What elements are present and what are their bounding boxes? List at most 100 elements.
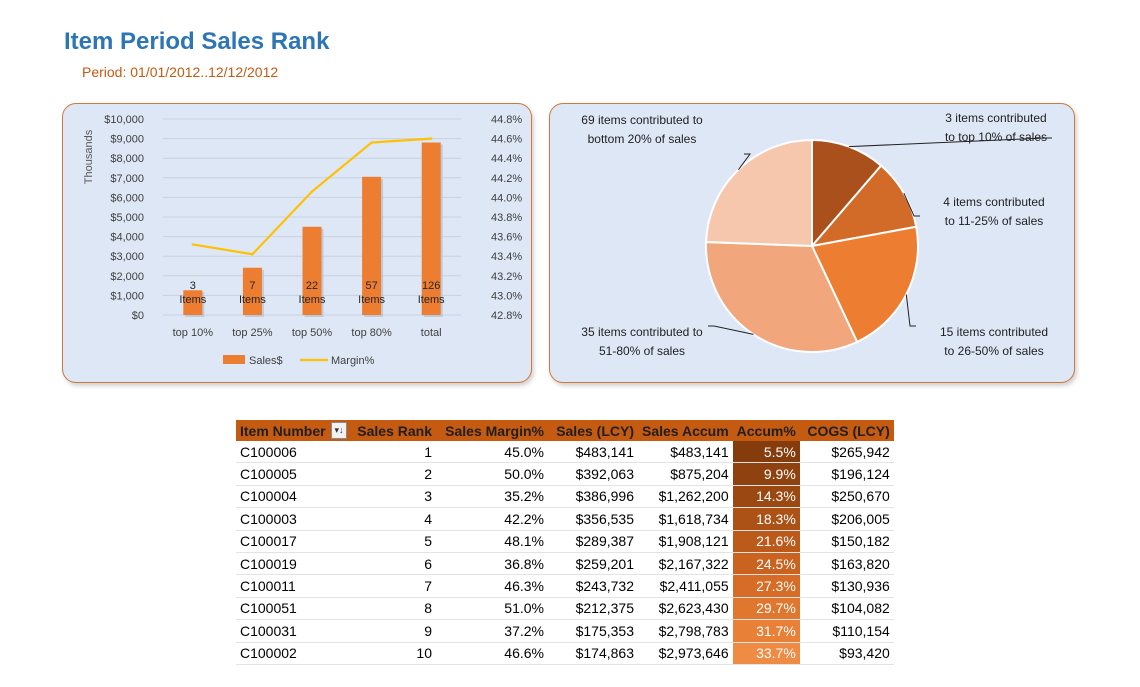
cell-pct[interactable]: 18.3% — [732, 507, 800, 531]
col-header-cogs[interactable]: COGS (LCY) — [799, 420, 894, 441]
cell-pct[interactable]: 21.6% — [732, 530, 800, 553]
bar — [183, 290, 203, 315]
cell-margin[interactable]: 46.3% — [504, 578, 544, 595]
cell-sales[interactable]: $174,863 — [575, 645, 634, 662]
pie-label-line: 51-80% of sales — [599, 344, 685, 358]
cell-cogs[interactable]: $104,082 — [831, 600, 890, 617]
pie-label-line: 4 items contributed — [943, 195, 1044, 209]
cell-accum[interactable]: $2,973,646 — [658, 645, 729, 662]
cell-margin[interactable]: 36.8% — [504, 555, 544, 572]
table-row[interactable]: C100031 9 37.2% $175,353 $2,798,783 31.7% $110… — [236, 619, 894, 643]
cell-pct[interactable]: 9.9% — [732, 462, 800, 486]
cell-accum[interactable]: $1,262,200 — [658, 488, 729, 505]
cell-item[interactable]: C100005 — [240, 466, 297, 483]
cell-cogs[interactable]: $265,942 — [831, 443, 890, 460]
sales-margin-chart[interactable]: $0 $1,000 $2,000 $3,000 $4,000 $5,000 $6,000 $7… — [62, 103, 532, 383]
table-row[interactable]: C100005 2 50.0% $392,063 $875,204 9.9% $196,12… — [236, 462, 894, 486]
cell-item[interactable]: C100004 — [240, 488, 297, 505]
cell-sales[interactable]: $175,353 — [575, 622, 634, 639]
cell-rank[interactable]: 4 — [424, 510, 432, 527]
cell-rank[interactable]: 1 — [424, 443, 432, 460]
table-row[interactable]: C100011 7 46.3% $243,732 $2,411,055 27.3% $130… — [236, 574, 894, 598]
cell-accum[interactable]: $1,908,121 — [658, 533, 729, 550]
sort-filter-icon[interactable]: ▾↓ — [331, 422, 347, 439]
cell-accum[interactable]: $2,798,783 — [658, 622, 729, 639]
cell-cogs[interactable]: $206,005 — [831, 510, 890, 527]
cell-rank[interactable]: 3 — [424, 488, 432, 505]
table-row[interactable]: C100002 10 46.6% $174,863 $2,973,646 33.7% $93… — [236, 642, 894, 665]
cell-sales[interactable]: $212,375 — [575, 600, 634, 617]
cell-pct[interactable]: 29.7% — [732, 597, 800, 620]
table-row[interactable]: C100017 5 48.1% $289,387 $1,908,121 21.6% $150… — [236, 530, 894, 553]
col-header-sales-rank[interactable]: Sales Rank — [348, 420, 436, 441]
cell-rank[interactable]: 10 — [416, 645, 432, 662]
cell-rank[interactable]: 5 — [424, 533, 432, 550]
cell-rank[interactable]: 8 — [424, 600, 432, 617]
cell-margin[interactable]: 37.2% — [504, 622, 544, 639]
cell-accum[interactable]: $1,618,734 — [658, 510, 729, 527]
cell-rank[interactable]: 2 — [424, 466, 432, 483]
table-row[interactable]: C100003 4 42.2% $356,535 $1,618,734 18.3% $206… — [236, 507, 894, 531]
y-tick-label: $8,000 — [110, 153, 144, 165]
cell-rank[interactable]: 7 — [424, 578, 432, 595]
cell-item[interactable]: C100002 — [240, 645, 297, 662]
cell-sales[interactable]: $243,732 — [575, 578, 634, 595]
cell-item[interactable]: C100011 — [240, 578, 296, 595]
y2-tick-label: 44.0% — [491, 192, 522, 204]
cell-sales[interactable]: $392,063 — [575, 466, 634, 483]
cell-item[interactable]: C100003 — [240, 510, 297, 527]
cell-margin[interactable]: 45.0% — [504, 443, 544, 460]
table-row[interactable]: C100051 8 51.0% $212,375 $2,623,430 29.7% $104… — [236, 597, 894, 620]
cell-accum[interactable]: $483,141 — [670, 443, 729, 460]
cell-item[interactable]: C100031 — [240, 622, 297, 639]
cell-cogs[interactable]: $110,154 — [832, 622, 890, 639]
col-header-sales-accum[interactable]: Sales Accum — [638, 420, 733, 441]
cell-item[interactable]: C100017 — [240, 533, 297, 550]
cell-item[interactable]: C100006 — [240, 443, 297, 460]
cell-margin[interactable]: 48.1% — [504, 533, 544, 550]
cell-margin[interactable]: 50.0% — [504, 466, 544, 483]
cell-pct[interactable]: 31.7% — [732, 619, 800, 643]
cell-sales[interactable]: $289,387 — [575, 533, 634, 550]
cell-cogs[interactable]: $130,936 — [831, 578, 890, 595]
contribution-pie-chart[interactable]: 3 items contributed to top 10% of sales 4 … — [549, 103, 1075, 383]
margin-point — [191, 243, 194, 246]
cell-sales[interactable]: $356,535 — [575, 510, 634, 527]
cell-sales[interactable]: $386,996 — [575, 488, 634, 505]
y-tick-label: $1,000 — [110, 290, 144, 302]
cell-rank[interactable]: 9 — [424, 622, 432, 639]
cell-pct[interactable]: 5.5% — [732, 441, 800, 463]
col-header-item-number[interactable]: Item Number ▾↓ — [236, 420, 348, 441]
col-header-sales-margin[interactable]: Sales Margin% — [436, 420, 548, 441]
cell-cogs[interactable]: $163,820 — [831, 555, 890, 572]
cell-cogs[interactable]: $93,420 — [839, 645, 890, 662]
cell-margin[interactable]: 51.0% — [504, 600, 544, 617]
table-row[interactable]: C100004 3 35.2% $386,996 $1,262,200 14.3% $250… — [236, 485, 894, 508]
cell-pct[interactable]: 24.5% — [732, 552, 800, 575]
cell-cogs[interactable]: $250,670 — [831, 488, 890, 505]
table-row[interactable]: C100006 1 45.0% $483,141 $483,141 5.5% $265,94… — [236, 441, 894, 463]
col-header-accum-pct[interactable]: Accum% — [732, 420, 800, 441]
cell-pct[interactable]: 14.3% — [732, 485, 800, 508]
bar-item-word: Items — [418, 294, 445, 306]
cell-sales[interactable]: $483,141 — [575, 443, 634, 460]
cell-rank[interactable]: 6 — [424, 555, 432, 572]
margin-point — [251, 253, 254, 256]
cell-item[interactable]: C100019 — [240, 555, 297, 572]
cell-accum[interactable]: $2,623,430 — [658, 600, 729, 617]
cell-accum[interactable]: $2,411,055 — [659, 578, 729, 595]
cell-margin[interactable]: 42.2% — [504, 510, 544, 527]
col-header-sales-lcy[interactable]: Sales (LCY) — [548, 420, 638, 441]
cell-margin[interactable]: 35.2% — [504, 488, 544, 505]
cell-cogs[interactable]: $196,124 — [831, 466, 890, 483]
cell-pct[interactable]: 33.7% — [732, 642, 800, 665]
cell-cogs[interactable]: $150,182 — [831, 533, 890, 550]
cell-accum[interactable]: $2,167,322 — [658, 555, 729, 572]
cell-accum[interactable]: $875,204 — [670, 466, 729, 483]
cell-pct[interactable]: 27.3% — [732, 574, 800, 598]
cell-sales[interactable]: $259,201 — [575, 555, 634, 572]
cell-margin[interactable]: 46.6% — [504, 645, 544, 662]
cell-item[interactable]: C100051 — [240, 600, 297, 617]
margin-point — [370, 141, 373, 144]
table-row[interactable]: C100019 6 36.8% $259,201 $2,167,322 24.5% $163… — [236, 552, 894, 575]
